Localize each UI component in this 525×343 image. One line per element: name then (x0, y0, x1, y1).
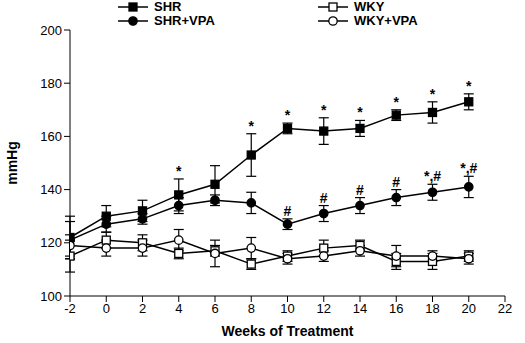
svg-text:*: * (176, 163, 182, 179)
svg-text:*: * (321, 102, 327, 118)
svg-text:*: * (249, 118, 255, 134)
svg-text:16: 16 (389, 301, 403, 316)
svg-text:*: * (430, 86, 436, 102)
svg-text:18: 18 (425, 301, 439, 316)
svg-text:#: # (284, 203, 292, 219)
svg-text:-2: -2 (64, 301, 76, 316)
svg-text:10: 10 (280, 301, 294, 316)
svg-text:*: * (394, 94, 400, 110)
svg-text:160: 160 (40, 129, 62, 144)
svg-text:2: 2 (139, 301, 146, 316)
svg-text:22: 22 (498, 301, 512, 316)
svg-text:0: 0 (103, 301, 110, 316)
svg-text:8: 8 (248, 301, 255, 316)
svg-text:*: * (466, 78, 472, 94)
html-text:WKY+VPA: WKY+VPA (354, 13, 418, 28)
svg-text:#: # (356, 182, 364, 198)
svg-text:#: # (392, 174, 400, 190)
svg-text:*,#: *,# (424, 168, 441, 184)
svg-text:6: 6 (211, 301, 218, 316)
svg-text:4: 4 (175, 301, 182, 316)
svg-text:*: * (285, 107, 291, 123)
html-text:SHR+VPA: SHR+VPA (154, 13, 215, 28)
html-text:WKY: WKY (354, 0, 385, 14)
svg-text:Weeks of Treatment: Weeks of Treatment (221, 323, 353, 339)
svg-text:*,#: *,# (460, 160, 477, 176)
svg-text:12: 12 (317, 301, 331, 316)
svg-text:14: 14 (353, 301, 367, 316)
svg-text:200: 200 (40, 23, 62, 38)
html-text:SHR: SHR (154, 0, 182, 14)
svg-text:mmHg: mmHg (8, 141, 20, 185)
svg-text:*: * (357, 104, 363, 120)
svg-text:100: 100 (40, 289, 62, 304)
svg-text:#: # (320, 190, 328, 206)
svg-text:120: 120 (40, 235, 62, 250)
svg-text:180: 180 (40, 76, 62, 91)
svg-text:140: 140 (40, 182, 62, 197)
svg-text:20: 20 (462, 301, 476, 316)
